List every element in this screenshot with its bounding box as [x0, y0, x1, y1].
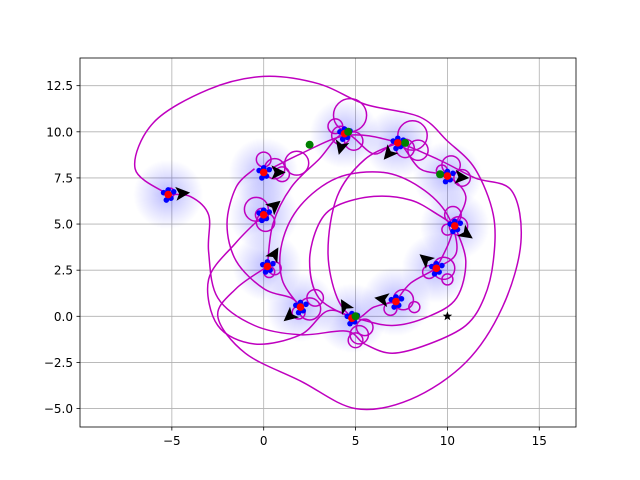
agent-dot: [457, 220, 464, 226]
start-point: [351, 312, 360, 321]
trajectory-loop: [355, 318, 374, 337]
agent-dot: [259, 175, 265, 181]
axis-ticks: −5 0 5 10 15 −5.0 −2.5 0.0 2.5 5.0 7.5 10.0 12.5: [44, 79, 547, 448]
x-tick-label: −5: [163, 434, 181, 448]
x-tick-label: 0: [260, 434, 268, 448]
trajectory-line: [217, 134, 523, 411]
agent-dot: [450, 170, 456, 177]
agent-dot: [391, 304, 397, 310]
agent-current-dot: [392, 297, 400, 306]
trajectory-loop: [284, 150, 310, 176]
agent-dot: [266, 209, 273, 215]
agent-dot: [439, 262, 445, 269]
agent-current-dot: [443, 172, 452, 180]
heading-arrow: [283, 306, 299, 322]
y-tick-label: −2.5: [44, 356, 73, 370]
trajectory-loop: [453, 168, 472, 187]
agent-current-dot: [432, 264, 441, 273]
agent-dot: [266, 166, 273, 173]
trajectory-loop: [347, 332, 364, 349]
heading-arrow: [419, 254, 435, 269]
trajectory-line: [133, 75, 496, 354]
agent-dot: [393, 145, 399, 152]
agent-dot: [339, 136, 346, 142]
start-point: [401, 138, 410, 147]
start-point: [305, 140, 314, 149]
trajectory-line: [206, 214, 467, 346]
agent-dot: [270, 260, 276, 267]
heading-arrow: [265, 200, 281, 216]
agent-current-dot: [259, 168, 268, 177]
agent-dot: [259, 217, 265, 224]
trajectory-loop: [327, 118, 344, 135]
agent-dot: [262, 269, 269, 275]
y-tick-label: 10.0: [46, 125, 73, 139]
agent-dot: [170, 188, 177, 195]
heading-arrow: [457, 224, 473, 239]
y-tick-label: 12.5: [46, 79, 73, 93]
heading-arrow: [340, 299, 355, 315]
y-tick-label: 0.0: [54, 310, 73, 324]
agent-current-dot: [450, 222, 459, 230]
trajectory-loop: [408, 300, 421, 314]
x-tick-label: 15: [532, 434, 547, 448]
goal-star-marker: [442, 311, 453, 321]
plot-data: [133, 75, 523, 411]
start-point: [436, 170, 445, 179]
agent-dot: [442, 178, 449, 185]
y-tick-label: −5.0: [44, 402, 73, 416]
trajectory-loop: [441, 273, 454, 286]
y-tick-label: 2.5: [54, 264, 73, 278]
agent-current-dot: [259, 211, 268, 219]
agent-current-dot: [394, 139, 402, 147]
y-tick-label: 5.0: [54, 218, 73, 232]
trajectory-loop: [407, 139, 429, 162]
axes-frame: [79, 57, 577, 428]
trajectory-line: [226, 168, 301, 308]
start-point: [344, 127, 353, 136]
heading-arrow: [374, 293, 390, 308]
trajectory-line: [308, 195, 456, 319]
trajectory-loop: [306, 288, 325, 307]
heading-arrow: [265, 247, 279, 264]
agent-dot: [450, 228, 456, 235]
agent-dot: [295, 309, 302, 316]
x-tick-label: 10: [440, 434, 455, 448]
agent-dot: [163, 197, 170, 203]
heading-arrow: [175, 186, 191, 201]
heading-arrow: [454, 169, 470, 184]
heading-arrow: [335, 139, 350, 155]
y-tick-label: 7.5: [54, 171, 73, 185]
agent-current-dot: [164, 190, 172, 199]
trajectory-loop: [383, 301, 398, 317]
agent-dot: [347, 320, 353, 327]
agent-dot: [303, 301, 309, 308]
agent-dot: [398, 295, 405, 302]
heading-arrow: [271, 165, 286, 180]
heading-arrow: [383, 144, 399, 160]
agent-current-dot: [296, 303, 305, 311]
trajectory-line: [327, 142, 399, 319]
x-tick-label: 5: [352, 434, 360, 448]
agent-dot: [431, 271, 438, 277]
agent-current-dot: [263, 262, 272, 271]
